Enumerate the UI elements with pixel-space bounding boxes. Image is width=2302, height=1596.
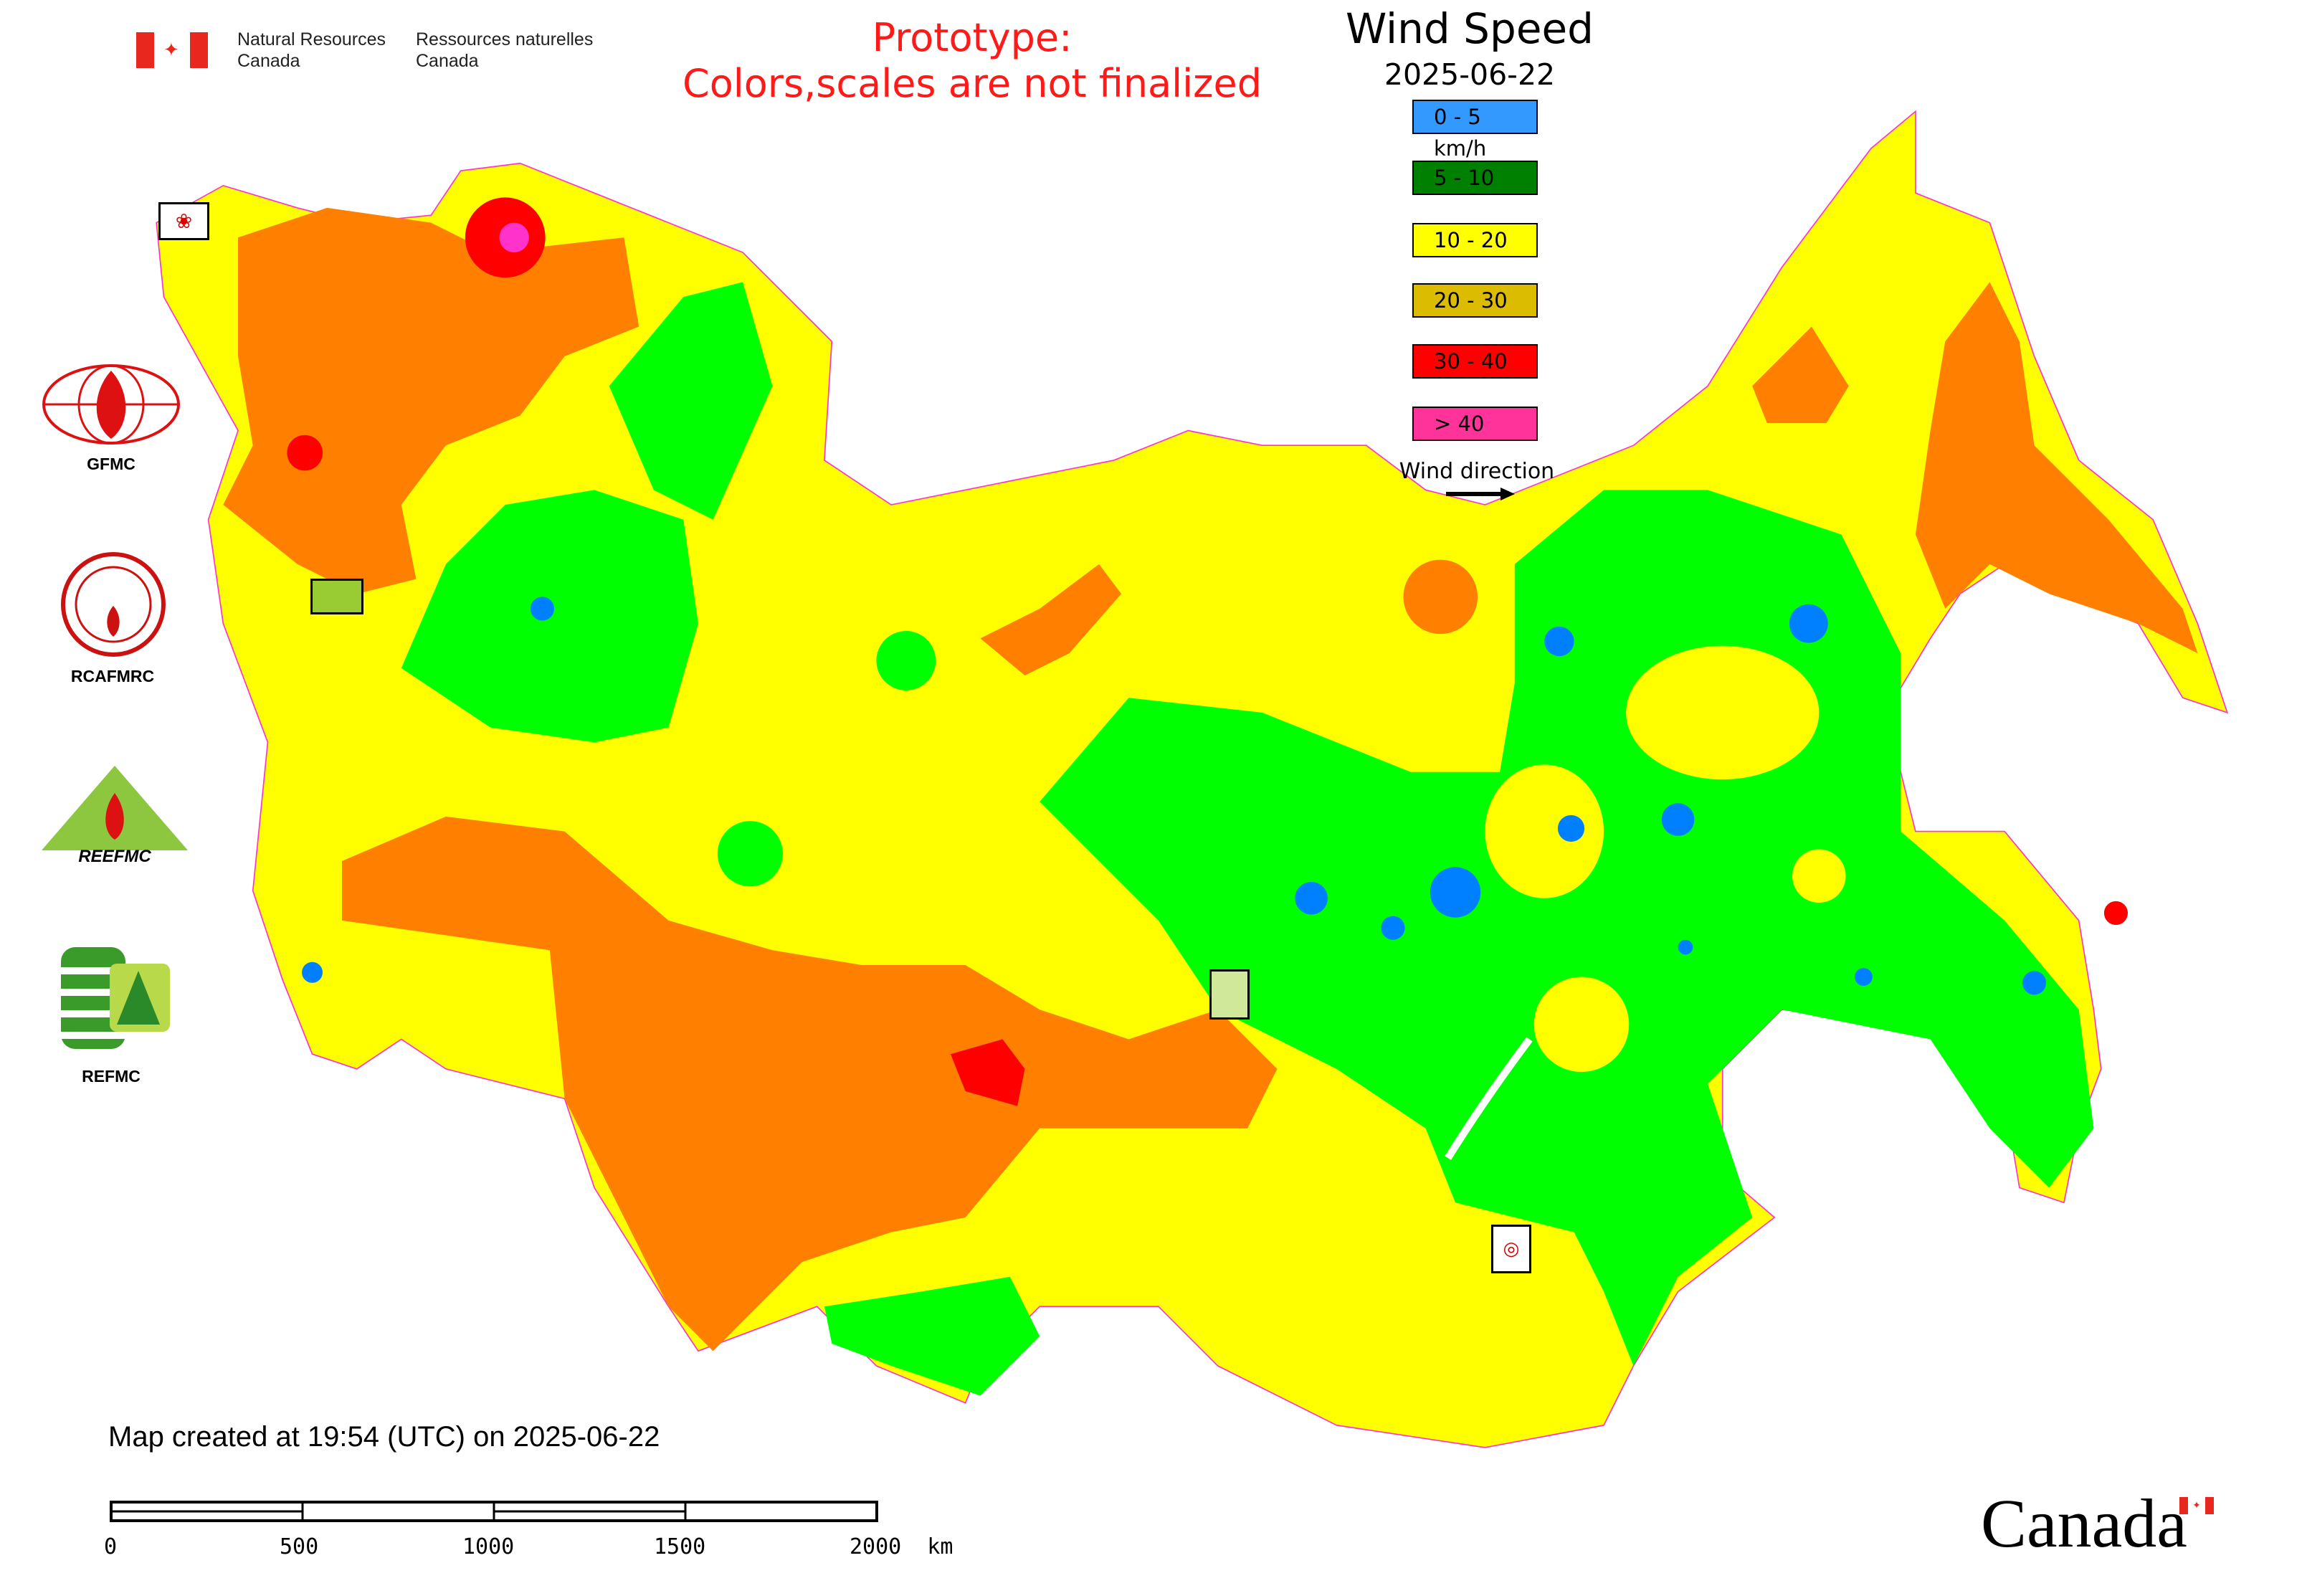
wind-zone-blue (1544, 626, 1574, 657)
nrcan-en-line2: Canada (237, 51, 300, 71)
scale-label-2000: 2000 km (850, 1534, 953, 1559)
legend-item-over-40: > 40 (1412, 407, 1538, 441)
nrcan-name-en: Natural Resources Canada (237, 29, 386, 72)
wind-zone-magenta (499, 222, 529, 253)
rcafmrc-logo-icon (61, 552, 166, 657)
refmc-logo-icon (61, 947, 170, 1049)
scale-label-1500: 1500 (654, 1534, 706, 1559)
wind-zone-blue (1381, 916, 1405, 940)
wind-zone-orange-south (341, 816, 1278, 1352)
legend-item-10-20: 10 - 20 (1412, 223, 1538, 257)
nrcan-name-fr: Ressources naturelles Canada (416, 29, 593, 72)
wind-zone-green-patch (876, 631, 936, 690)
wind-zone-yellow-patch (1533, 977, 1630, 1073)
wind-zone-blue (1855, 968, 1873, 986)
wind-zone-blue (1430, 867, 1481, 918)
reefmc-map-marker[interactable] (310, 579, 363, 614)
wind-zone-blue (302, 961, 323, 983)
wind-direction-label: Wind direction (1399, 459, 1555, 484)
rcafmrc-label: RCAFMRC (70, 667, 155, 685)
nrcan-fr-line2: Canada (416, 51, 479, 71)
nrcan-en-line1: Natural Resources (237, 29, 386, 49)
wind-zone-yellow-patch (1485, 764, 1604, 898)
wind-zone-blue (1295, 881, 1328, 915)
wind-zone-yellow-patch (1792, 849, 1846, 903)
wind-zone-orange-northwest (223, 207, 639, 594)
refmc-label: REFMC (82, 1067, 141, 1086)
legend-date: 2025-06-22 (1384, 57, 1556, 92)
wind-zone-blue (1678, 939, 1693, 955)
wind-zone-green-south (824, 1276, 1040, 1396)
wind-zone-green-patch (717, 821, 783, 887)
lake-baikal (1445, 1037, 1533, 1160)
wind-zone-orange-taimyr (1403, 559, 1478, 635)
wind-direction-arrow-icon (1446, 488, 1515, 500)
wind-zone-yellow-patch (1626, 645, 1820, 780)
map-created-timestamp: Map created at 19:54 (UTC) on 2025-06-22 (108, 1421, 660, 1453)
wind-zone-red-mongolia (950, 1039, 1025, 1106)
wind-zone-blue (1789, 604, 1828, 643)
wind-zone-orange-ural (980, 564, 1122, 676)
canada-wordmark-flag-icon: ✦ (2179, 1497, 2214, 1514)
gfmc-logo-icon (42, 364, 180, 445)
wind-zone-green-east (1040, 490, 2094, 1367)
canada-flag-icon: ✦ (136, 32, 208, 68)
wind-zone-orange-ne (1752, 326, 1849, 424)
prototype-notice-line1: Prototype: (872, 15, 1072, 60)
reefmc-logo-icon: REEFMC (42, 766, 188, 865)
scale-label-0: 0 (104, 1534, 118, 1559)
wind-zone-blue (530, 597, 555, 621)
legend-item-5-10: 5 - 10 (1412, 161, 1538, 195)
rcafmrc-map-marker[interactable]: ◎ (1491, 1225, 1531, 1273)
scale-bar (110, 1501, 878, 1522)
wind-zone-blue (2022, 971, 2047, 995)
legend-item-30-40: 30 - 40 (1412, 344, 1538, 379)
gfmc-map-marker[interactable]: ❀ (158, 202, 209, 240)
legend-item-0-5: 0 - 5 km/h (1412, 100, 1538, 161)
wind-zone-blue (1661, 803, 1695, 836)
scale-label-1000: 1000 (462, 1534, 515, 1559)
reefmc-logo-text: REEFMC (78, 847, 151, 865)
wind-zone-red-northwest (287, 434, 323, 471)
wind-zone-orange-east (1915, 282, 2198, 654)
legend-title: Wind Speed (1345, 4, 1594, 53)
canada-wordmark: Canada (1981, 1485, 2187, 1562)
nrcan-fr-line1: Ressources naturelles (416, 29, 594, 49)
wind-zone-blue (1557, 814, 1585, 842)
legend-item-20-30: 20 - 30 (1412, 283, 1538, 318)
scale-label-500: 500 (280, 1534, 319, 1559)
gfmc-label: GFMC (87, 455, 135, 473)
wind-zone-red-sakhalin (2103, 901, 2129, 926)
refmc-map-marker[interactable] (1209, 969, 1250, 1020)
wind-zone-green-kola (609, 282, 773, 520)
prototype-notice-line2: Colors,scales are not finalized (682, 61, 1262, 106)
